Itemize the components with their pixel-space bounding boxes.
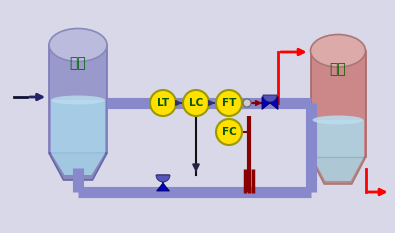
Polygon shape: [312, 157, 363, 181]
FancyBboxPatch shape: [51, 100, 105, 153]
Circle shape: [183, 90, 209, 116]
FancyBboxPatch shape: [49, 45, 107, 153]
Text: FT: FT: [222, 98, 236, 108]
Polygon shape: [262, 97, 270, 110]
Polygon shape: [270, 97, 278, 110]
Text: 乙塔: 乙塔: [329, 62, 346, 76]
Ellipse shape: [49, 28, 107, 62]
Circle shape: [216, 119, 242, 145]
Polygon shape: [51, 153, 105, 175]
Circle shape: [216, 90, 242, 116]
FancyBboxPatch shape: [310, 51, 365, 157]
Text: LC: LC: [189, 98, 203, 108]
Ellipse shape: [310, 34, 365, 67]
Polygon shape: [156, 175, 169, 183]
Ellipse shape: [51, 96, 105, 104]
Polygon shape: [310, 157, 365, 184]
Wedge shape: [156, 175, 170, 182]
FancyBboxPatch shape: [312, 120, 363, 157]
Circle shape: [150, 90, 176, 116]
Ellipse shape: [312, 116, 363, 124]
Text: LT: LT: [157, 98, 169, 108]
Polygon shape: [49, 153, 107, 180]
Text: FC: FC: [222, 127, 236, 137]
Wedge shape: [263, 95, 277, 102]
Circle shape: [243, 99, 251, 107]
Polygon shape: [156, 183, 169, 191]
Text: 甲塔: 甲塔: [70, 56, 87, 70]
